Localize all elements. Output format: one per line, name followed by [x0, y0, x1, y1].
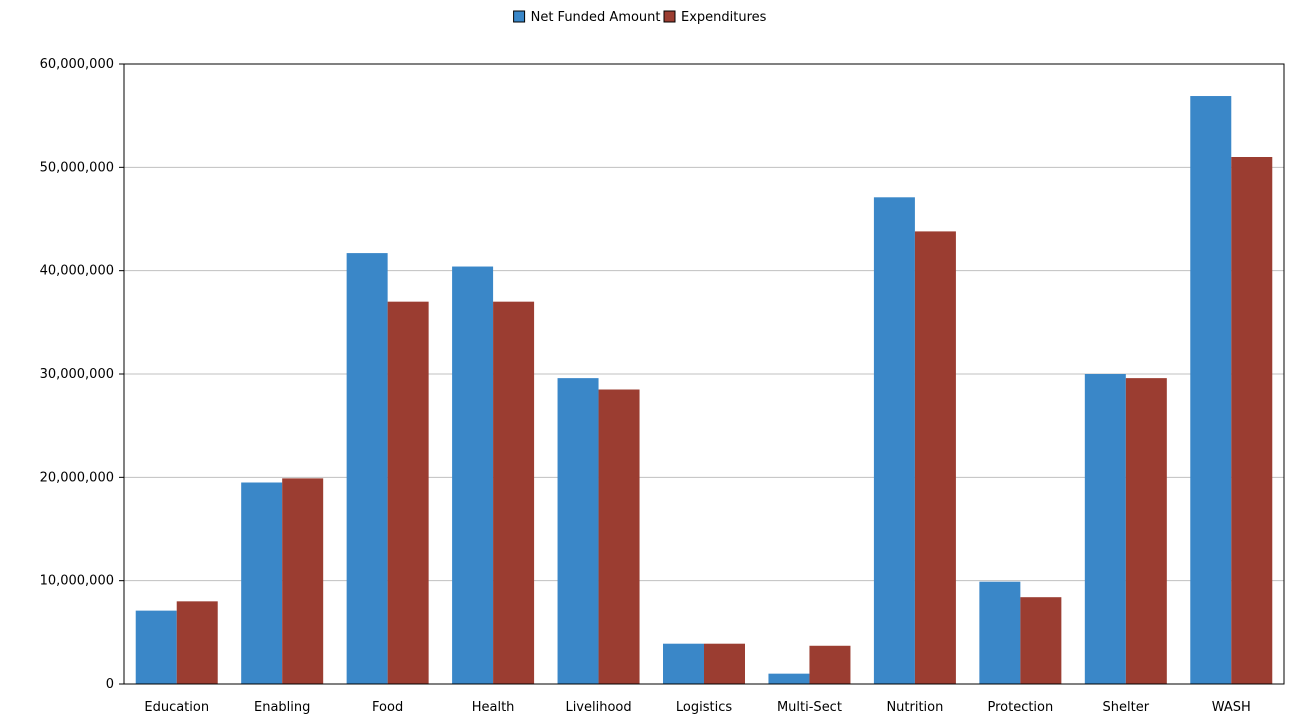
bar-expenditures-health — [493, 301, 535, 684]
bar-expenditures-livelihood — [598, 389, 640, 684]
x-tick-label: Food — [372, 700, 403, 715]
legend-swatch — [663, 10, 676, 23]
bar-net-funded-amount-nutrition — [873, 197, 915, 685]
x-tick-label: Health — [472, 700, 515, 715]
y-tick-label: 50,000,000 — [40, 160, 114, 175]
x-tick-label: Logistics — [676, 700, 732, 715]
y-tick-label: 30,000,000 — [40, 367, 114, 382]
chart-legend: Net Funded Amount Expenditures — [513, 10, 767, 25]
y-tick-label: 0 — [106, 677, 114, 692]
bar-net-funded-amount-food — [346, 253, 388, 684]
x-tick-label: Protection — [987, 700, 1053, 715]
y-tick-label: 40,000,000 — [40, 264, 114, 279]
bar-expenditures-multi-sect — [809, 645, 851, 684]
bars-group — [135, 96, 1273, 685]
bar-net-funded-amount-enabling — [241, 482, 283, 684]
y-tick-label: 60,000,000 — [40, 57, 114, 72]
bar-expenditures-nutrition — [914, 231, 956, 684]
y-tick-label: 20,000,000 — [40, 470, 114, 485]
y-tick-label: 10,000,000 — [40, 574, 114, 589]
bar-expenditures-education — [176, 601, 218, 684]
x-axis-ticks: Education Enabling Food Health Livelihood Log… — [144, 700, 1250, 715]
bar-net-funded-amount-protection — [979, 581, 1021, 684]
x-tick-label: Nutrition — [886, 700, 943, 715]
bar-expenditures-protection — [1020, 597, 1062, 684]
bar-net-funded-amount-wash — [1190, 96, 1232, 685]
x-tick-label: WASH — [1212, 700, 1251, 715]
x-tick-label: Education — [144, 700, 209, 715]
x-tick-label: Shelter — [1103, 700, 1150, 715]
bar-net-funded-amount-shelter — [1084, 374, 1126, 684]
y-axis-ticks: 0 10,000,000 20,000,000 30,000,000 40,000,00… — [40, 57, 124, 692]
legend-label: Net Funded Amount — [531, 10, 661, 25]
bar-expenditures-enabling — [282, 478, 324, 684]
x-tick-label: Livelihood — [565, 700, 631, 715]
bar-expenditures-logistics — [704, 643, 745, 684]
bar-net-funded-amount-multi-sect — [768, 673, 810, 684]
bar-net-funded-amount-livelihood — [557, 378, 599, 684]
legend-swatch — [513, 10, 526, 23]
bar-net-funded-amount-education — [135, 610, 177, 684]
bar-expenditures-wash — [1231, 157, 1273, 684]
legend-label: Expenditures — [681, 10, 767, 25]
x-tick-label: Enabling — [254, 700, 310, 715]
bar-expenditures-food — [387, 301, 429, 684]
bar-expenditures-shelter — [1125, 378, 1167, 684]
x-tick-label: Multi-Sect — [777, 700, 842, 715]
bar-net-funded-amount-health — [452, 266, 494, 684]
bar-net-funded-amount-logistics — [663, 643, 704, 684]
